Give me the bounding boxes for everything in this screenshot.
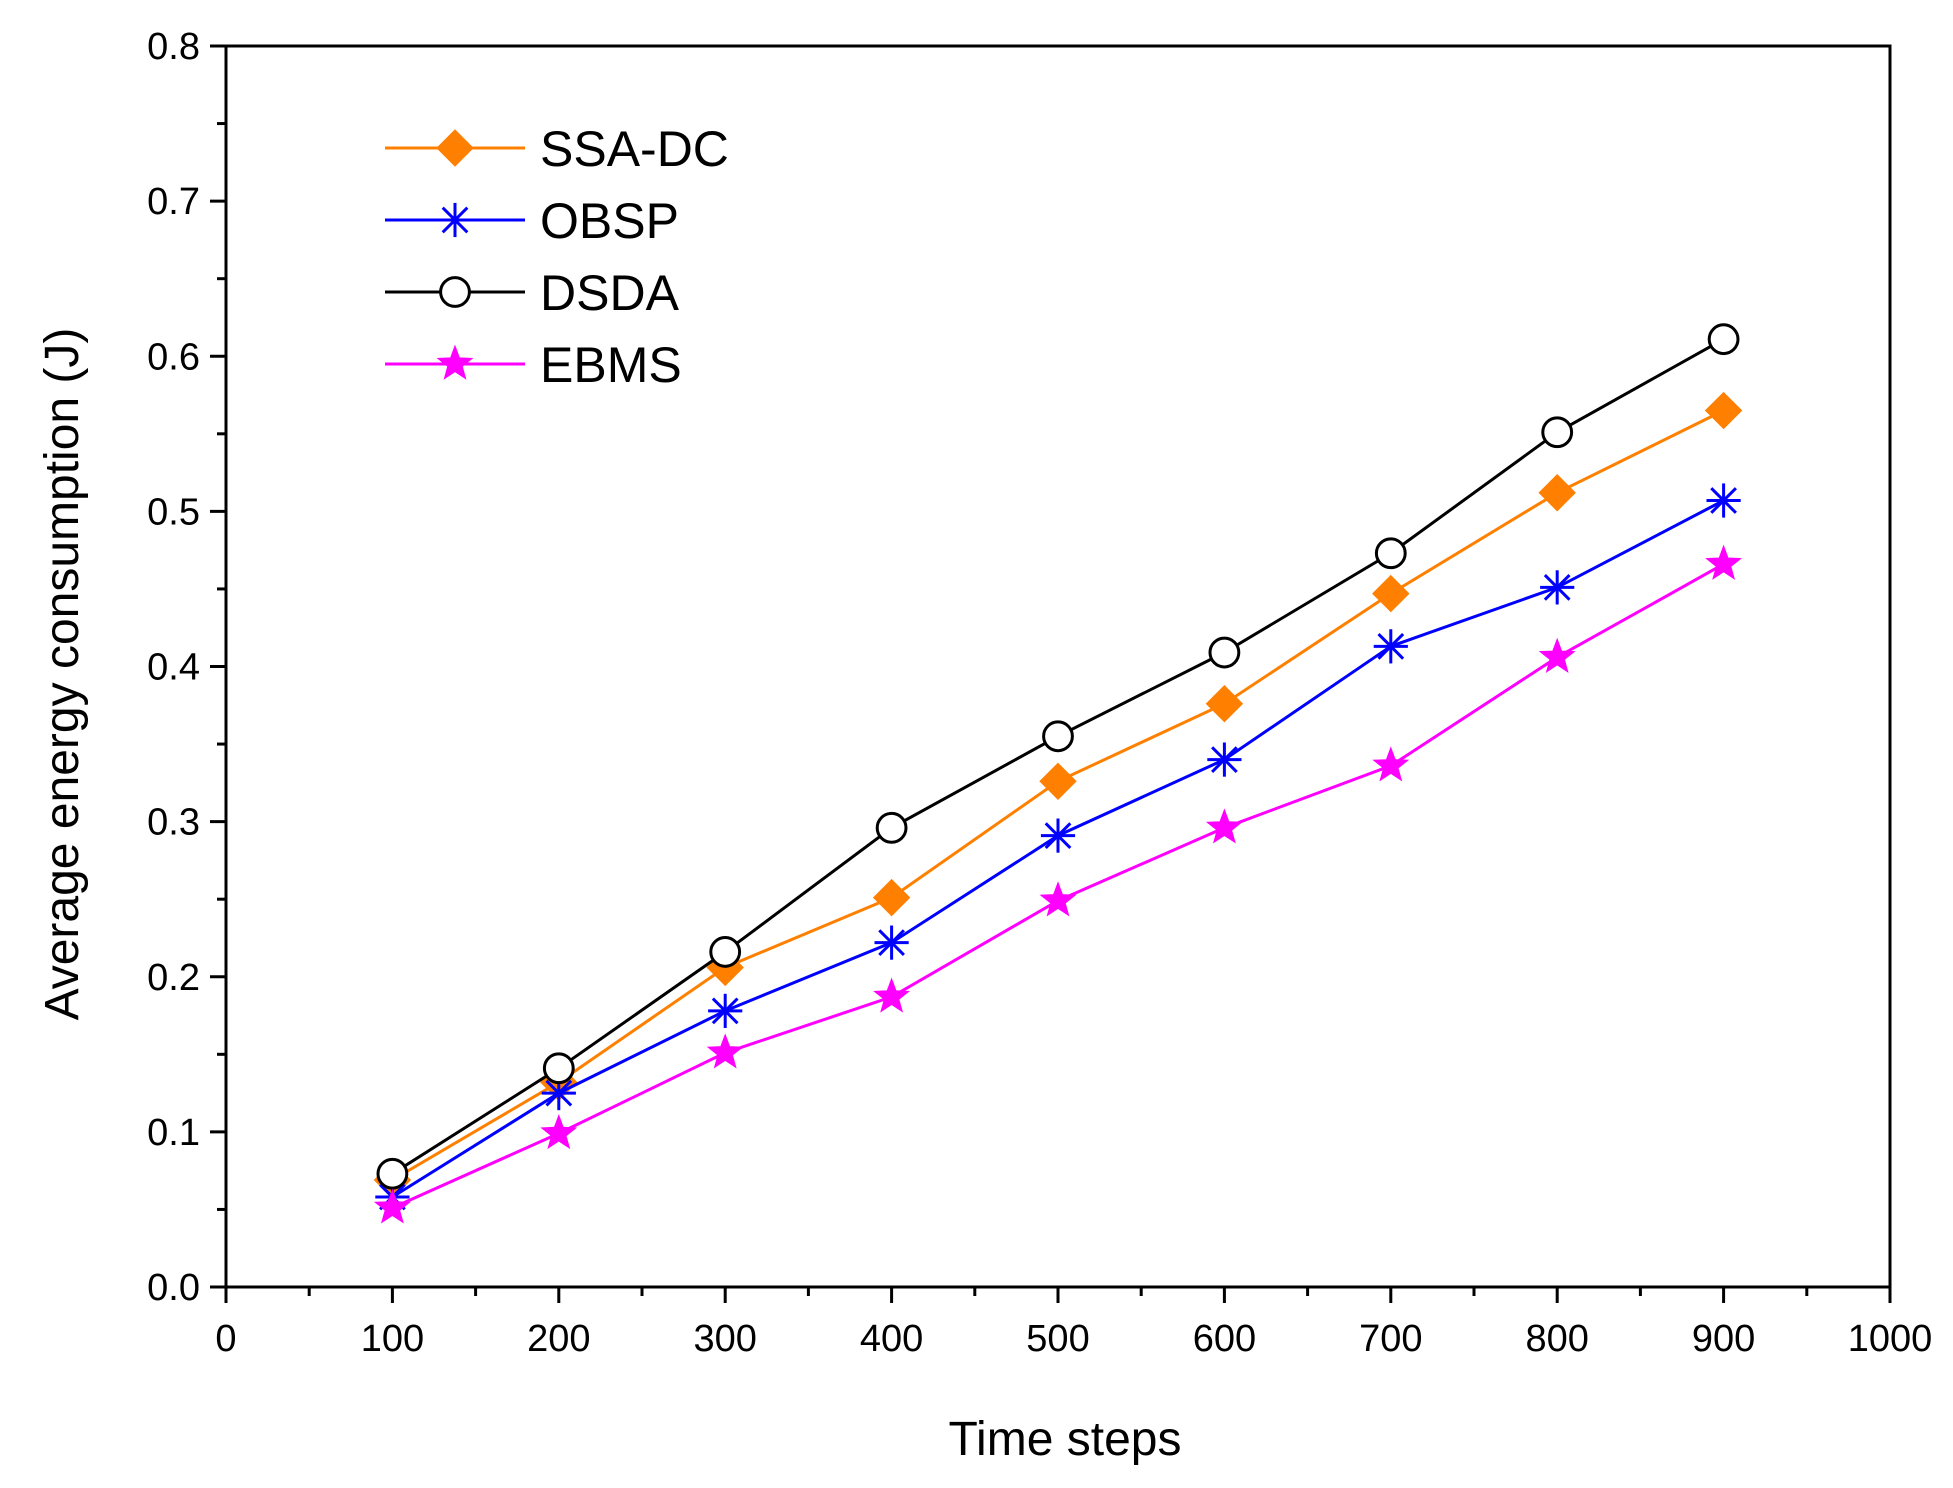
- data-point: [373, 1188, 411, 1224]
- series-ssa-dc: [373, 391, 1743, 1199]
- data-point: [1374, 537, 1407, 570]
- data-point: [540, 1113, 578, 1150]
- legend-item: OBSP: [385, 193, 679, 249]
- y-tick-label: 0.1: [147, 1112, 200, 1154]
- y-tick-label: 0.6: [147, 336, 200, 378]
- data-point: [1372, 574, 1410, 613]
- legend-item: EBMS: [385, 337, 682, 393]
- legend-marker: [437, 202, 473, 238]
- y-tick-label: 0.0: [147, 1267, 200, 1309]
- x-tick-label: 400: [860, 1318, 923, 1360]
- data-point: [1705, 544, 1743, 580]
- legend-label: EBMS: [540, 337, 682, 393]
- y-tick-label: 0.5: [147, 491, 200, 533]
- x-tick-label: 900: [1692, 1318, 1755, 1360]
- legend: SSA-DC OBSP DSDA EBMS: [385, 121, 729, 393]
- data-point: [1704, 391, 1743, 430]
- data-point: [1205, 808, 1243, 844]
- series-dsda: [376, 323, 1740, 1190]
- x-tick-label: 600: [1193, 1318, 1256, 1360]
- legend-item: SSA-DC: [385, 121, 729, 177]
- legend-label: OBSP: [540, 193, 679, 249]
- x-tick-label: 1000: [1848, 1318, 1933, 1360]
- data-point: [1039, 881, 1077, 917]
- x-tick-label: 200: [527, 1318, 590, 1360]
- x-tick-label: 700: [1359, 1318, 1422, 1360]
- data-point: [1707, 323, 1740, 356]
- legend-marker: [436, 129, 474, 167]
- data-point: [1208, 636, 1241, 669]
- series-obsp: [375, 483, 1741, 1215]
- data-point: [1540, 570, 1575, 605]
- plot-area: [373, 323, 1743, 1224]
- plot-frame: [224, 44, 1892, 1289]
- x-axis-title: Time steps: [949, 1413, 1182, 1466]
- y-tick-label: 0.3: [147, 802, 200, 844]
- legend-label: DSDA: [540, 265, 680, 321]
- data-point: [1042, 720, 1074, 753]
- data-point: [541, 1075, 576, 1111]
- data-point: [708, 993, 743, 1028]
- series-ebms: [373, 544, 1743, 1224]
- legend-marker: [439, 276, 471, 308]
- y-tick-label: 0.7: [147, 181, 200, 223]
- data-point: [1207, 742, 1242, 777]
- y-tick-label: 0.4: [147, 647, 200, 689]
- legend-marker: [436, 344, 474, 380]
- y-axis-title: Average energy consumption (J): [36, 328, 89, 1021]
- data-point: [542, 1052, 575, 1085]
- x-tick-label: 300: [693, 1318, 756, 1360]
- series-line: [391, 337, 1725, 1176]
- legend-item: DSDA: [385, 265, 680, 321]
- x-tick-label: 0: [215, 1318, 236, 1360]
- y-tick-label: 0.2: [147, 957, 200, 999]
- data-point: [1538, 474, 1576, 512]
- y-tick-label: 0.8: [147, 26, 200, 68]
- legend-label: SSA-DC: [540, 121, 729, 177]
- x-tick-label: 500: [1026, 1318, 1089, 1360]
- axes: 0 100 200 300 400 500 600 700 800 900 1000 0.0 0.1 0.…: [147, 26, 1932, 1360]
- data-point: [1706, 483, 1741, 518]
- data-point: [709, 936, 742, 968]
- data-point: [872, 878, 911, 917]
- data-point: [1541, 416, 1574, 449]
- data-point: [874, 925, 909, 960]
- data-point: [875, 811, 908, 844]
- data-point: [1538, 637, 1576, 673]
- data-point: [376, 1157, 409, 1190]
- data-point: [1205, 685, 1244, 723]
- data-point: [1039, 762, 1077, 800]
- data-point: [706, 1033, 744, 1069]
- data-point: [1372, 746, 1410, 782]
- data-point: [1373, 629, 1408, 664]
- x-tick-label: 800: [1525, 1318, 1588, 1360]
- data-point: [1040, 818, 1076, 853]
- data-point: [873, 977, 911, 1013]
- x-tick-label: 100: [361, 1318, 424, 1360]
